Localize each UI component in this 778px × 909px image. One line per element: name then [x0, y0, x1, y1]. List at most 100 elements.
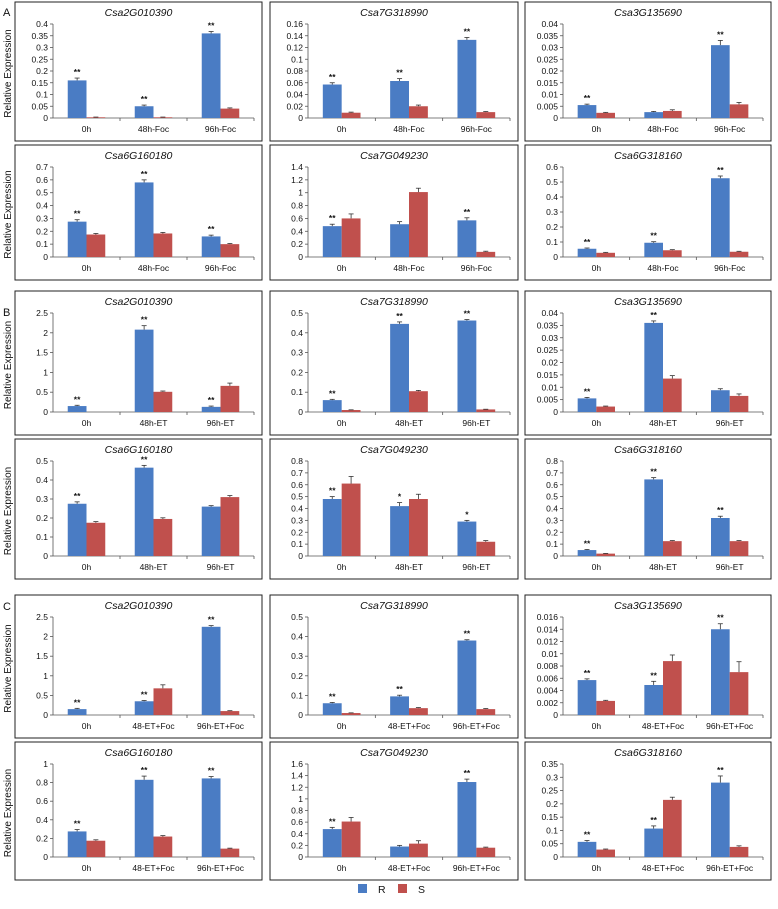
significance-label: **: [141, 315, 148, 325]
y-tick-label: 0.3: [36, 43, 48, 53]
bar-s: [663, 250, 682, 257]
y-tick-label: 0.2: [546, 527, 558, 537]
bar-r: [390, 323, 409, 412]
significance-label: **: [74, 67, 81, 77]
significance-label: **: [208, 224, 215, 234]
bar-r: [390, 80, 409, 118]
y-tick-label: 0.5: [36, 456, 48, 466]
bar-r: [457, 320, 477, 412]
significance-label: **: [717, 29, 724, 39]
legend-swatch-s: [398, 884, 407, 893]
y-tick-label: 0.08: [286, 66, 303, 76]
bar-r: [457, 220, 477, 257]
chart-title: Csa6G160180: [105, 150, 173, 162]
y-tick-label: 0.002: [537, 698, 559, 708]
category-label: 96h-ET: [462, 562, 490, 572]
y-tick-label: 0.02: [286, 101, 303, 111]
y-tick-label: 0.5: [291, 612, 303, 622]
bar-s: [596, 252, 615, 257]
y-tick-label: 0.1: [291, 539, 303, 549]
chart-title: Csa3G135690: [614, 600, 682, 612]
category-label: 0h: [337, 263, 347, 273]
chart-title: Csa7G049230: [360, 150, 428, 162]
y-axis-label: Relative Expression: [3, 467, 14, 555]
significance-label: **: [74, 819, 81, 829]
category-label: 48h-ET: [649, 562, 677, 572]
y-tick-label: 0.3: [291, 515, 303, 525]
category-label: 48-ET+Foc: [132, 863, 175, 873]
chart-title: Csa2G010390: [105, 600, 173, 612]
y-tick-label: 0.4: [291, 504, 303, 514]
bar-s: [409, 192, 428, 257]
bar-s: [86, 840, 106, 857]
y-tick-label: 0.7: [36, 162, 48, 172]
y-tick-label: 0.005: [537, 395, 559, 405]
category-label: 96h-ET: [207, 562, 235, 572]
category-label: 48-ET+Foc: [388, 863, 431, 873]
y-tick-label: 2.5: [36, 308, 48, 318]
category-label: 0h: [82, 263, 92, 273]
y-tick-label: 0: [553, 710, 558, 720]
chart-panel: Csa2G010390 Relative Expression 0 0.050.1 0.…: [3, 1, 263, 142]
y-tick-label: 1: [43, 759, 48, 769]
bar-r: [644, 684, 663, 715]
significance-label: **: [396, 68, 403, 78]
category-label: 96h-ET: [462, 418, 490, 428]
y-tick-label: 0.8: [291, 201, 303, 211]
significance-label: **: [329, 816, 336, 826]
y-tick-label: 0.1: [546, 237, 558, 247]
y-tick-label: 0.01: [541, 382, 558, 392]
y-tick-label: 1.2: [291, 782, 303, 792]
bar-s: [341, 112, 361, 118]
bar-r: [201, 33, 221, 118]
bar-s: [476, 709, 496, 715]
y-tick-label: 0.05: [541, 839, 558, 849]
bar-s: [153, 391, 173, 412]
y-tick-label: 0.035: [537, 31, 559, 41]
bar-s: [476, 541, 496, 556]
y-tick-label: 0.02: [541, 66, 558, 76]
bar-s: [341, 483, 361, 556]
bar-r: [67, 831, 87, 857]
bar-r: [67, 503, 87, 556]
y-tick-label: 0.06: [286, 78, 303, 88]
significance-label: **: [141, 689, 148, 699]
y-tick-label: 0.025: [537, 345, 559, 355]
y-tick-label: 0: [553, 113, 558, 123]
y-tick-label: 0.14: [286, 31, 303, 41]
category-label: 96h-ET+Foc: [197, 721, 245, 731]
y-tick-label: 0.4: [36, 201, 48, 211]
bar-s: [663, 110, 682, 118]
y-tick-label: 0: [43, 710, 48, 720]
significance-label: **: [717, 505, 724, 515]
y-tick-label: 0.4: [291, 632, 303, 642]
significance-label: **: [650, 670, 657, 680]
category-label: 48-ET+Foc: [642, 721, 685, 731]
y-tick-label: 0.3: [36, 494, 48, 504]
y-tick-label: 0.01: [541, 90, 558, 100]
bar-s: [341, 410, 361, 412]
bar-r: [390, 506, 409, 556]
category-label: 0h: [82, 124, 92, 134]
significance-label: **: [329, 72, 336, 82]
y-tick-label: 0.5: [291, 308, 303, 318]
bar-r: [201, 778, 221, 857]
y-tick-label: 1: [43, 671, 48, 681]
bar-r: [134, 106, 154, 118]
bar-s: [476, 409, 496, 412]
y-tick-label: 0.04: [541, 308, 558, 318]
category-label: 0h: [337, 124, 347, 134]
y-tick-label: 0: [553, 551, 558, 561]
y-tick-label: 0.1: [291, 690, 303, 700]
chart-title: Csa3G135690: [614, 7, 682, 19]
bar-s: [596, 406, 615, 412]
chart-title: Csa3G135690: [614, 296, 682, 308]
category-label: 48h-ET: [395, 418, 423, 428]
bar-s: [220, 497, 240, 556]
bar-s: [153, 117, 173, 118]
bar-s: [220, 711, 240, 715]
panel-frame: [14, 290, 263, 436]
section-label-b: B: [3, 307, 10, 319]
chart-panel: Csa7G318990 0 0.020.04 0.06 0.08 0.10.12 0.14 0…: [269, 1, 519, 142]
